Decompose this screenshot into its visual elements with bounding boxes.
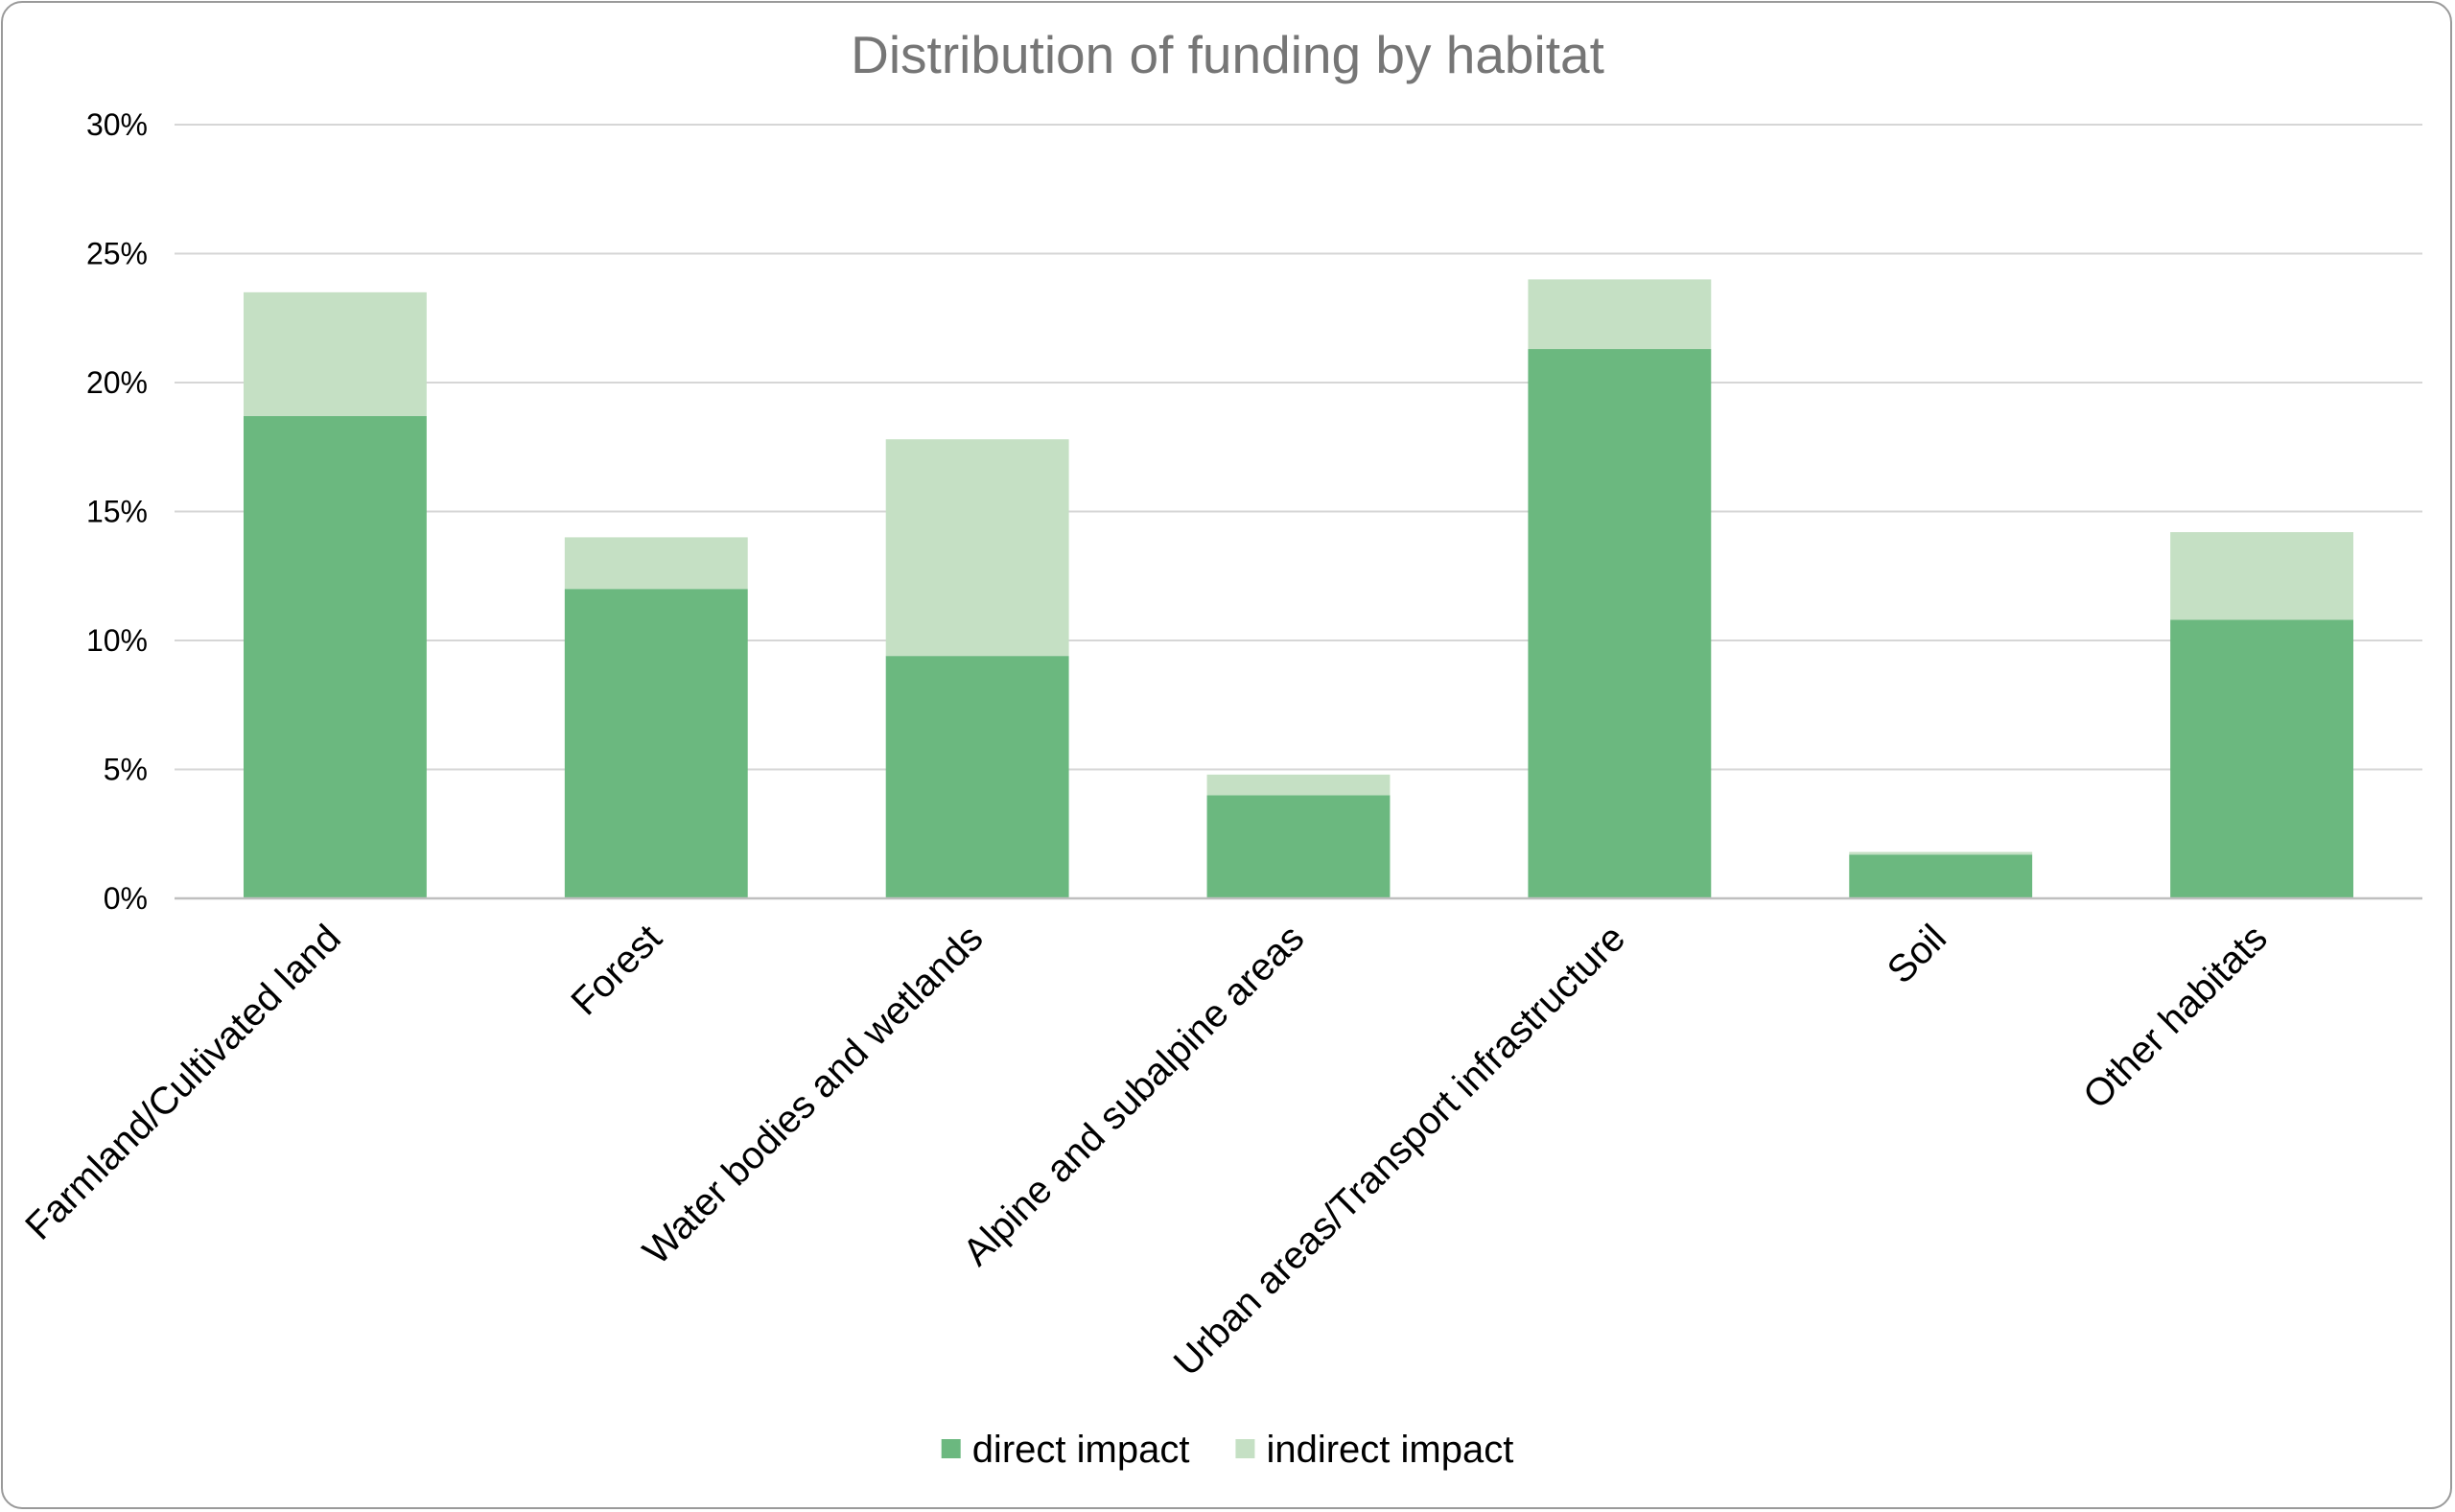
legend-label: direct impact [972, 1429, 1190, 1471]
bar-indirect-3 [885, 439, 1069, 657]
bar-indirect-6 [1849, 851, 2033, 855]
y-tick-label: 5% [104, 753, 148, 787]
bar-direct-3 [885, 656, 1069, 898]
bar-direct-6 [1849, 854, 2033, 898]
gridlines [175, 124, 2422, 771]
bar-indirect-4 [1206, 774, 1391, 796]
y-tick-label: 25% [86, 237, 148, 271]
x-tick-label: Alpine and subalpine areas [955, 917, 1312, 1273]
x-tick-label: Farmland/Cultivated land [17, 917, 349, 1248]
bar-indirect-7 [2170, 532, 2354, 620]
x-tick-label: Forest [563, 917, 669, 1023]
legend-label: indirect impact [1266, 1429, 1513, 1471]
bar-direct-5 [1528, 349, 1712, 898]
y-tick-label: 15% [86, 495, 148, 529]
x-tick-label: Water bodies and wetlands [635, 917, 991, 1272]
legend: direct impact indirect impact [941, 1429, 1513, 1471]
bar-indirect-2 [564, 537, 748, 590]
legend-swatch [1235, 1439, 1255, 1458]
bar-direct-1 [243, 415, 427, 898]
chart-title: Distribution of funding by habitat [851, 25, 1604, 84]
y-tick-label: 20% [86, 365, 148, 400]
bars [243, 279, 2354, 898]
x-tick-label: Other habitats [2075, 917, 2276, 1117]
legend-swatch [941, 1439, 961, 1458]
y-tick-label: 0% [104, 881, 148, 916]
y-tick-label: 10% [86, 623, 148, 658]
y-axis-ticks: 0% 5% 10% 15% 20% 25% 30% [86, 107, 148, 916]
bar-indirect-5 [1528, 279, 1712, 350]
x-tick-label: Soil [1880, 917, 1954, 991]
bar-direct-7 [2170, 619, 2354, 898]
y-tick-label: 30% [86, 107, 148, 142]
bar-indirect-1 [243, 291, 427, 416]
bar-direct-4 [1206, 795, 1391, 898]
bar-direct-2 [564, 589, 748, 898]
